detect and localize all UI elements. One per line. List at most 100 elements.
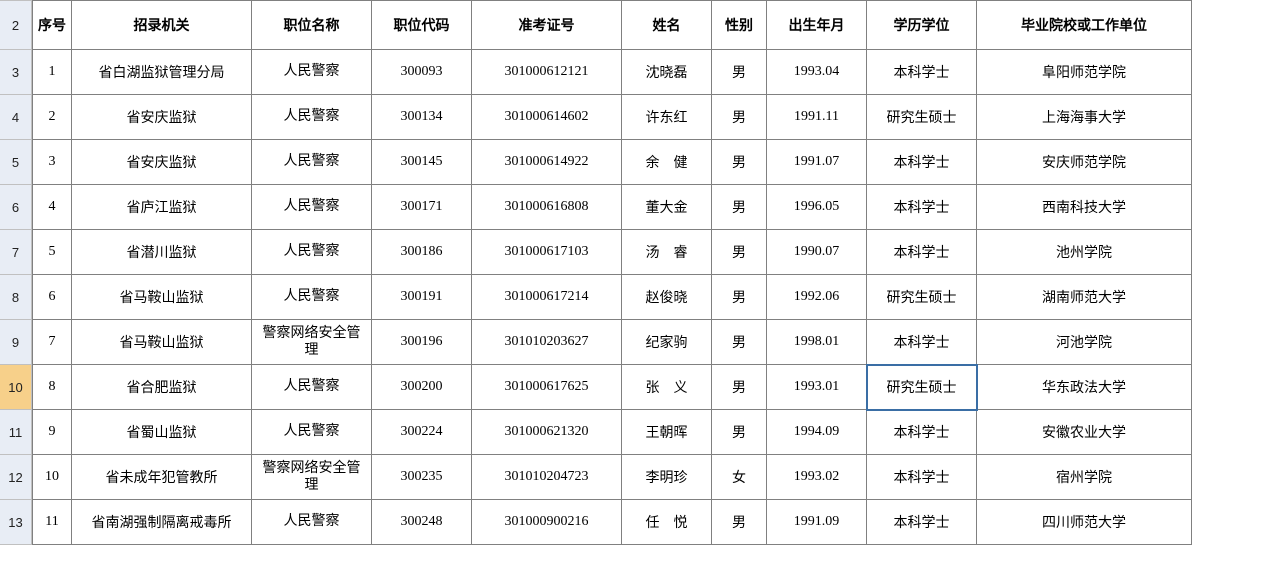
cell-name[interactable]: 许东红 <box>622 95 712 140</box>
cell-name[interactable]: 赵俊晓 <box>622 275 712 320</box>
cell-edu[interactable]: 本科学士 <box>867 320 977 365</box>
cell-poscode[interactable]: 300171 <box>372 185 472 230</box>
row-header[interactable]: 8 <box>0 275 32 320</box>
cell-gender[interactable]: 女 <box>712 455 767 500</box>
cell-pos[interactable]: 警察网络安全管理 <box>252 455 372 500</box>
cell-name[interactable]: 李明珍 <box>622 455 712 500</box>
cell-edu[interactable]: 本科学士 <box>867 410 977 455</box>
cell-gender[interactable]: 男 <box>712 50 767 95</box>
cell-pos[interactable]: 警察网络安全管理 <box>252 320 372 365</box>
cell-examno[interactable]: 301010204723 <box>472 455 622 500</box>
cell-poscode[interactable]: 300196 <box>372 320 472 365</box>
cell-seq[interactable]: 9 <box>32 410 72 455</box>
cell-org[interactable]: 省潜川监狱 <box>72 230 252 275</box>
cell-dob[interactable]: 1992.06 <box>767 275 867 320</box>
cell-seq[interactable]: 1 <box>32 50 72 95</box>
cell-school[interactable]: 河池学院 <box>977 320 1192 365</box>
header-cell-school[interactable]: 毕业院校或工作单位 <box>977 0 1192 50</box>
cell-name[interactable]: 任 悦 <box>622 500 712 545</box>
cell-edu[interactable]: 研究生硕士 <box>867 365 977 410</box>
cell-school[interactable]: 上海海事大学 <box>977 95 1192 140</box>
cell-poscode[interactable]: 300224 <box>372 410 472 455</box>
cell-edu[interactable]: 研究生硕士 <box>867 275 977 320</box>
cell-gender[interactable]: 男 <box>712 275 767 320</box>
cell-pos[interactable]: 人民警察 <box>252 410 372 455</box>
row-header[interactable]: 12 <box>0 455 32 500</box>
cell-pos[interactable]: 人民警察 <box>252 275 372 320</box>
cell-org[interactable]: 省安庆监狱 <box>72 140 252 185</box>
cell-edu[interactable]: 本科学士 <box>867 185 977 230</box>
cell-poscode[interactable]: 300186 <box>372 230 472 275</box>
row-header[interactable]: 2 <box>0 0 32 50</box>
cell-pos[interactable]: 人民警察 <box>252 140 372 185</box>
cell-seq[interactable]: 6 <box>32 275 72 320</box>
cell-pos[interactable]: 人民警察 <box>252 185 372 230</box>
cell-pos[interactable]: 人民警察 <box>252 230 372 275</box>
cell-examno[interactable]: 301000617625 <box>472 365 622 410</box>
cell-org[interactable]: 省马鞍山监狱 <box>72 320 252 365</box>
row-header[interactable]: 11 <box>0 410 32 455</box>
row-header[interactable]: 7 <box>0 230 32 275</box>
cell-gender[interactable]: 男 <box>712 230 767 275</box>
cell-pos[interactable]: 人民警察 <box>252 95 372 140</box>
cell-edu[interactable]: 本科学士 <box>867 500 977 545</box>
cell-name[interactable]: 汤 睿 <box>622 230 712 275</box>
cell-seq[interactable]: 8 <box>32 365 72 410</box>
cell-name[interactable]: 沈晓磊 <box>622 50 712 95</box>
header-cell-dob[interactable]: 出生年月 <box>767 0 867 50</box>
cell-dob[interactable]: 1991.09 <box>767 500 867 545</box>
cell-seq[interactable]: 11 <box>32 500 72 545</box>
cell-pos[interactable]: 人民警察 <box>252 365 372 410</box>
cell-school[interactable]: 宿州学院 <box>977 455 1192 500</box>
cell-school[interactable]: 西南科技大学 <box>977 185 1192 230</box>
cell-org[interactable]: 省白湖监狱管理分局 <box>72 50 252 95</box>
cell-dob[interactable]: 1991.07 <box>767 140 867 185</box>
cell-poscode[interactable]: 300235 <box>372 455 472 500</box>
cell-org[interactable]: 省庐江监狱 <box>72 185 252 230</box>
header-cell-seq[interactable]: 序号 <box>32 0 72 50</box>
cell-school[interactable]: 安庆师范学院 <box>977 140 1192 185</box>
cell-school[interactable]: 华东政法大学 <box>977 365 1192 410</box>
cell-dob[interactable]: 1996.05 <box>767 185 867 230</box>
header-cell-gender[interactable]: 性别 <box>712 0 767 50</box>
cell-examno[interactable]: 301000617103 <box>472 230 622 275</box>
header-cell-poscode[interactable]: 职位代码 <box>372 0 472 50</box>
cell-examno[interactable]: 301000614602 <box>472 95 622 140</box>
cell-dob[interactable]: 1991.11 <box>767 95 867 140</box>
cell-examno[interactable]: 301000617214 <box>472 275 622 320</box>
cell-dob[interactable]: 1990.07 <box>767 230 867 275</box>
row-header[interactable]: 13 <box>0 500 32 545</box>
cell-examno[interactable]: 301000900216 <box>472 500 622 545</box>
row-header[interactable]: 5 <box>0 140 32 185</box>
cell-school[interactable]: 湖南师范大学 <box>977 275 1192 320</box>
cell-org[interactable]: 省马鞍山监狱 <box>72 275 252 320</box>
cell-examno[interactable]: 301010203627 <box>472 320 622 365</box>
cell-poscode[interactable]: 300200 <box>372 365 472 410</box>
cell-poscode[interactable]: 300093 <box>372 50 472 95</box>
cell-pos[interactable]: 人民警察 <box>252 50 372 95</box>
row-header[interactable]: 4 <box>0 95 32 140</box>
cell-edu[interactable]: 研究生硕士 <box>867 95 977 140</box>
cell-school[interactable]: 四川师范大学 <box>977 500 1192 545</box>
row-header[interactable]: 6 <box>0 185 32 230</box>
row-header[interactable]: 10 <box>0 365 32 410</box>
cell-gender[interactable]: 男 <box>712 500 767 545</box>
cell-name[interactable]: 董大金 <box>622 185 712 230</box>
cell-examno[interactable]: 301000612121 <box>472 50 622 95</box>
cell-gender[interactable]: 男 <box>712 365 767 410</box>
cell-gender[interactable]: 男 <box>712 185 767 230</box>
cell-dob[interactable]: 1998.01 <box>767 320 867 365</box>
header-cell-edu[interactable]: 学历学位 <box>867 0 977 50</box>
header-cell-pos[interactable]: 职位名称 <box>252 0 372 50</box>
cell-pos[interactable]: 人民警察 <box>252 500 372 545</box>
cell-org[interactable]: 省未成年犯管教所 <box>72 455 252 500</box>
cell-edu[interactable]: 本科学士 <box>867 50 977 95</box>
cell-edu[interactable]: 本科学士 <box>867 140 977 185</box>
cell-dob[interactable]: 1994.09 <box>767 410 867 455</box>
cell-examno[interactable]: 301000621320 <box>472 410 622 455</box>
cell-name[interactable]: 余 健 <box>622 140 712 185</box>
cell-school[interactable]: 阜阳师范学院 <box>977 50 1192 95</box>
cell-org[interactable]: 省蜀山监狱 <box>72 410 252 455</box>
cell-gender[interactable]: 男 <box>712 95 767 140</box>
cell-edu[interactable]: 本科学士 <box>867 230 977 275</box>
